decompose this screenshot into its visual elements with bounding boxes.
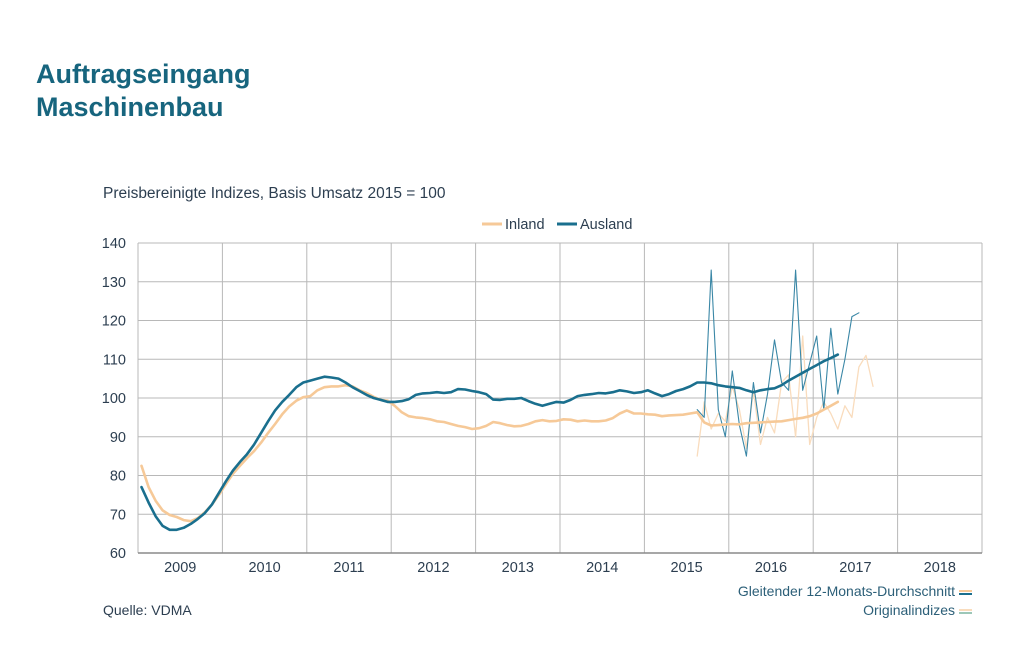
- moving-average-label: Gleitender 12-Monats-Durchschnitt: [737, 583, 955, 599]
- series-line-inland-original: [696, 335, 874, 457]
- x-tick-label: 2017: [839, 560, 871, 576]
- title-line-2: Maschinenbau: [36, 92, 224, 122]
- inland-swatch: [959, 590, 972, 593]
- ausland-original-swatch: [959, 612, 972, 615]
- ausland-swatch: [959, 593, 972, 596]
- series-line-ausland-moving-average: [140, 353, 840, 532]
- y-tick-label: 80: [110, 469, 126, 485]
- x-tick-label: 2015: [670, 560, 702, 576]
- axis-labels: 60 70 80 90 100 110 120 130 140 2009 2010 2011 2012 2…: [102, 236, 956, 576]
- original-index-note: Originalindizes: [863, 602, 972, 618]
- chart-lines: [140, 269, 874, 532]
- title-line-1: Auftragseingang: [36, 59, 251, 89]
- y-tick-label: 120: [102, 314, 126, 330]
- series-line-inland-moving-average: [140, 383, 840, 523]
- x-tick-label: 2016: [755, 560, 787, 576]
- page-title: Auftragseingang Maschinenbau: [36, 58, 251, 124]
- y-tick-label: 90: [110, 430, 126, 446]
- legend-label-inland: Inland: [505, 217, 545, 233]
- chart-legend: Inland Ausland: [482, 217, 632, 233]
- chart-grid: [137, 242, 983, 554]
- y-tick-label: 100: [102, 391, 126, 407]
- inland-original-swatch: [959, 609, 972, 612]
- chart-subtitle: Preisbereinigte Indizes, Basis Umsatz 20…: [103, 185, 446, 202]
- y-tick-label: 60: [110, 546, 126, 562]
- x-tick-label: 2010: [248, 560, 280, 576]
- moving-average-note: Gleitender 12-Monats-Durchschnitt: [738, 583, 972, 599]
- y-tick-label: 110: [103, 352, 126, 368]
- y-tick-label: 130: [102, 275, 126, 291]
- y-tick-label: 70: [110, 507, 126, 523]
- x-tick-label: 2013: [502, 560, 534, 576]
- source-note: Quelle: VDMA: [103, 602, 192, 618]
- original-index-label: Originalindizes: [863, 602, 955, 618]
- x-tick-label: 2012: [417, 560, 449, 576]
- x-tick-label: 2009: [164, 560, 196, 576]
- x-tick-label: 2014: [586, 560, 618, 576]
- legend-label-ausland: Ausland: [580, 217, 632, 233]
- x-tick-label: 2011: [333, 560, 364, 576]
- x-tick-label: 2018: [924, 560, 956, 576]
- series-line-ausland-original: [696, 269, 860, 457]
- y-tick-label: 140: [102, 236, 126, 252]
